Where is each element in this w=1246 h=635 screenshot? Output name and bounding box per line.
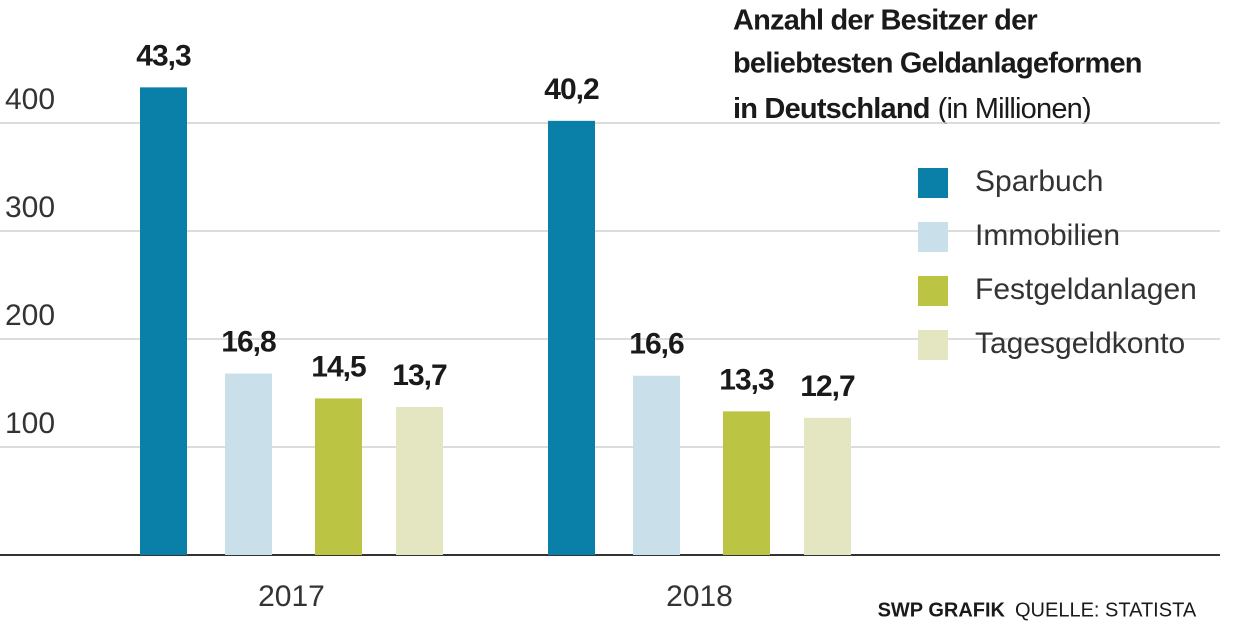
bar [723,411,770,555]
legend-swatch [918,168,948,198]
y-tick-label: 400 [5,83,55,116]
value-label: 12,7 [800,370,855,403]
value-label: 14,5 [311,350,366,383]
value-label: 16,6 [629,328,684,361]
bar [225,373,272,555]
bar [396,407,443,555]
legend-label: Festgeldanlagen [975,273,1197,306]
bar [140,87,187,556]
chart-title: beliebtesten Geldanlageformen [733,48,1142,80]
value-label: 40,2 [544,73,599,106]
bar [315,398,362,555]
value-label: 13,3 [719,363,774,396]
value-label: 43,3 [136,39,191,72]
chart-title: in Deutschland (in Millionen) [733,93,1091,125]
bar [804,417,851,555]
legend-swatch [918,330,948,360]
legend-label: Immobilien [975,219,1120,252]
chart-subtitle: (in Millionen) [938,93,1091,125]
y-tick-label: 300 [5,191,55,224]
legend-label: Sparbuch [975,165,1103,198]
legend-swatch [918,276,948,306]
legend-swatch [918,222,948,252]
y-tick-label: 100 [5,407,55,440]
chart-title: in Deutschland [733,93,930,125]
source-brand: SWP GRAFIK [878,599,1006,621]
chart-title: Anzahl der Besitzer der [733,5,1037,37]
legend-label: Tagesgeldkonto [975,327,1185,360]
value-label: 16,8 [221,325,276,358]
bar [548,120,595,555]
y-tick-label: 200 [5,299,55,332]
x-tick-label: 2017 [258,580,325,613]
bar [633,375,680,555]
x-tick-label: 2018 [666,580,733,613]
source-text: QUELLE: STATISTA [1015,599,1197,621]
value-label: 13,7 [392,359,447,392]
